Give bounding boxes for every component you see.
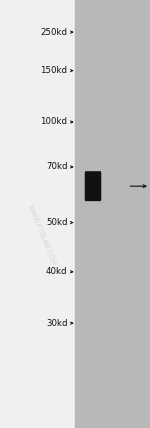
Text: 40kd: 40kd bbox=[46, 267, 68, 276]
Text: WWW.PTGLAB.COM: WWW.PTGLAB.COM bbox=[27, 205, 57, 266]
Text: 30kd: 30kd bbox=[46, 318, 68, 328]
Text: 50kd: 50kd bbox=[46, 218, 68, 227]
Text: 100kd: 100kd bbox=[40, 117, 68, 127]
Text: 250kd: 250kd bbox=[40, 27, 68, 37]
Text: 70kd: 70kd bbox=[46, 162, 68, 172]
Bar bbox=[75, 0, 150, 428]
FancyBboxPatch shape bbox=[85, 171, 101, 201]
Text: 150kd: 150kd bbox=[40, 66, 68, 75]
